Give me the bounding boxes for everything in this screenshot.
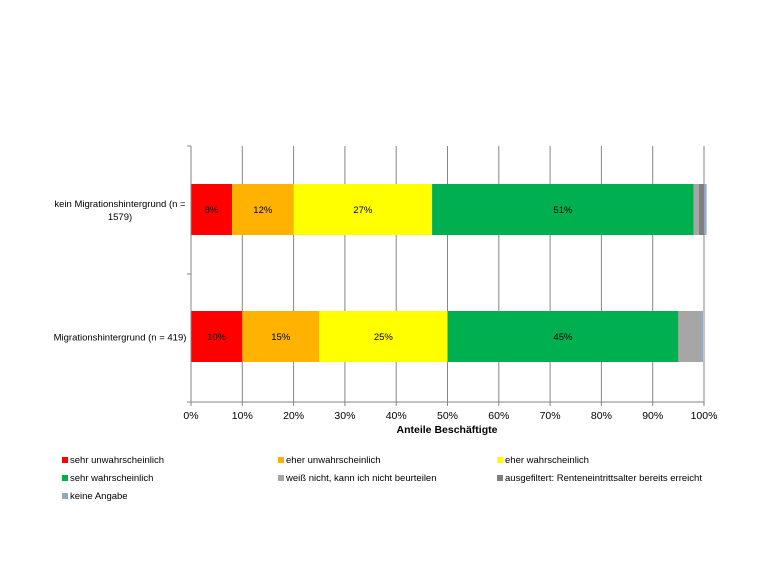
bar-segment — [191, 311, 243, 362]
legend-swatch — [62, 475, 68, 481]
legend-swatch — [62, 493, 68, 499]
bar-segment — [232, 184, 294, 235]
legend-swatch — [497, 457, 503, 463]
x-tick-label: 100% — [691, 410, 718, 422]
legend-label: keine Angabe — [70, 491, 128, 502]
x-tick-label: 80% — [591, 410, 612, 422]
data-label: 12% — [253, 205, 273, 216]
category-label: kein Migrationshintergrund (n = 1579) — [54, 199, 186, 223]
bar-segment — [698, 184, 704, 235]
legend-label: sehr unwahrscheinlich — [70, 455, 164, 466]
bar-segment — [242, 311, 320, 362]
bars: 8% 12% 27% 51% 10% 15% 25% 45% — [191, 184, 707, 362]
bar-segment — [293, 184, 433, 235]
legend-label: eher wahrscheinlich — [505, 455, 589, 466]
category-labels: kein Migrationshintergrund (n = 1579) Migr… — [54, 199, 187, 344]
x-axis-title: Anteile Beschäftigte — [397, 424, 498, 436]
data-label: 15% — [271, 332, 291, 343]
legend-swatch — [278, 457, 284, 463]
category-label: Migrationshintergrund (n = 419) — [54, 333, 187, 344]
legend-label: weiß nicht, kann ich nicht beurteilen — [285, 473, 437, 484]
legend-label: sehr wahrscheinlich — [70, 473, 153, 484]
x-tick-label: 40% — [386, 410, 407, 422]
legend-swatch — [278, 475, 284, 481]
x-tick-label: 30% — [334, 410, 355, 422]
x-tick-label: 20% — [283, 410, 304, 422]
x-tick-label: 60% — [488, 410, 509, 422]
bar-segment — [432, 184, 694, 235]
x-tick-label: 70% — [540, 410, 561, 422]
bar-segment — [191, 184, 233, 235]
bar-segment — [693, 184, 699, 235]
bar-segment — [447, 311, 679, 362]
bar-segment — [704, 184, 707, 235]
legend-label: ausgefiltert: Renteneintrittsalter berei… — [505, 473, 702, 484]
data-label: 27% — [353, 205, 373, 216]
legend-swatch — [62, 457, 68, 463]
data-label: 25% — [374, 332, 394, 343]
x-tick-label: 10% — [232, 410, 253, 422]
data-label: 45% — [553, 332, 573, 343]
data-label: 51% — [553, 205, 573, 216]
axes — [187, 145, 705, 406]
x-tick-label: 50% — [437, 410, 458, 422]
bar-segment — [678, 311, 702, 362]
x-tick-labels: 0% 10% 20% 30% 40% 50% 60% 70% 80% 90% 100% — [183, 410, 717, 422]
bar-segment — [701, 311, 703, 362]
data-label: 8% — [205, 205, 219, 216]
legend: sehr unwahrscheinlich eher unwahrscheinli… — [62, 455, 702, 502]
bar-segment — [319, 311, 448, 362]
x-tick-label: 0% — [183, 410, 198, 422]
legend-label: eher unwahrscheinlich — [286, 455, 381, 466]
legend-swatch — [497, 475, 503, 481]
data-label: 10% — [207, 332, 227, 343]
x-tick-label: 90% — [642, 410, 663, 422]
